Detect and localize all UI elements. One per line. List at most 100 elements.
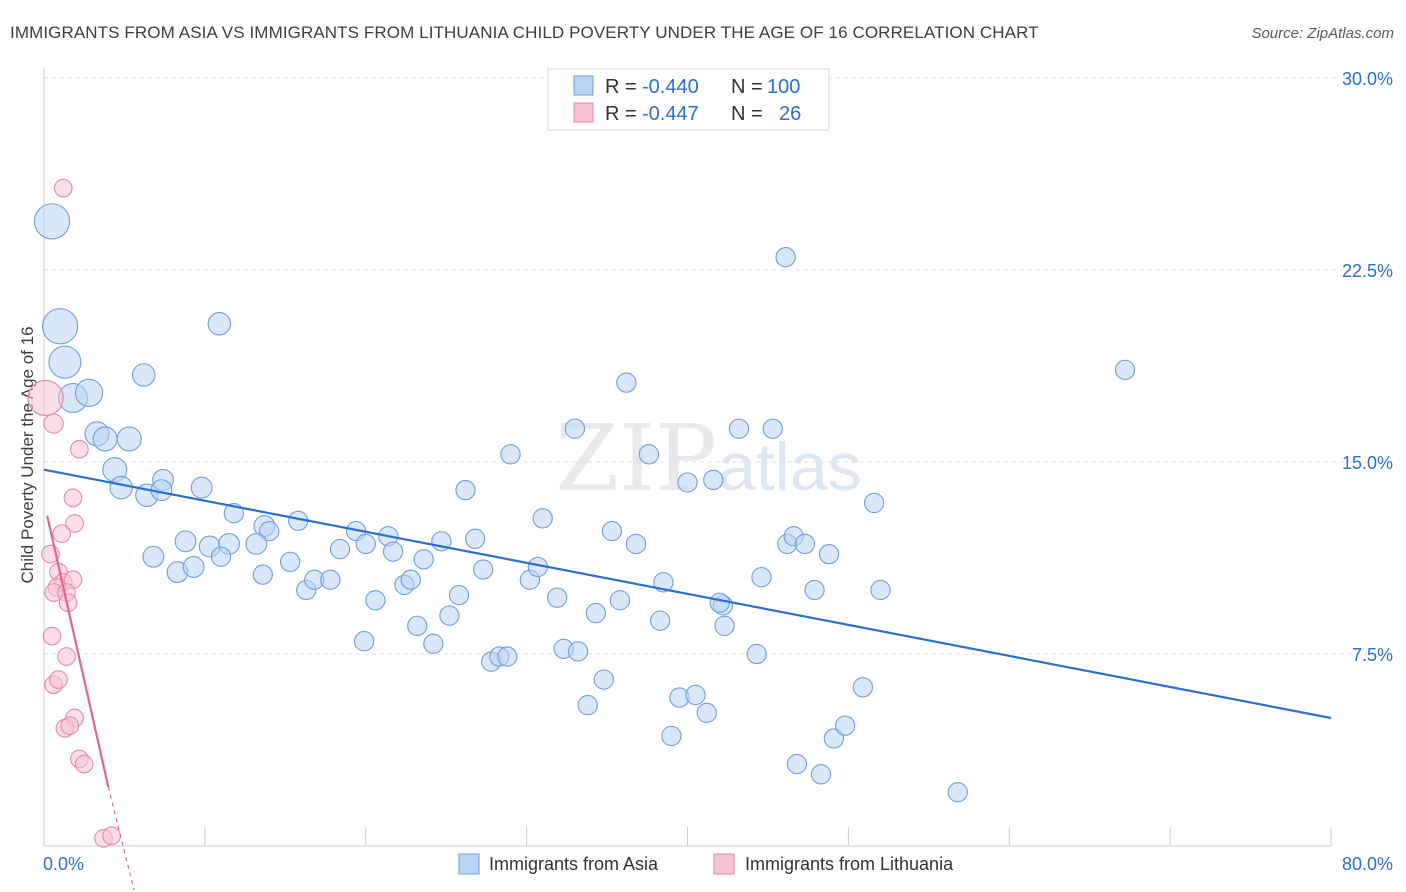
trend-lines bbox=[43, 468, 1332, 891]
lithuania-point bbox=[63, 488, 83, 508]
asia-point bbox=[116, 426, 142, 452]
asia-point bbox=[709, 592, 730, 613]
x-tick-labels: 0.0% 80.0% bbox=[43, 854, 1393, 874]
asia-point bbox=[852, 677, 874, 698]
lithuania-point bbox=[102, 826, 121, 846]
legend-lith-swatch bbox=[713, 853, 735, 875]
asia-point bbox=[92, 426, 118, 452]
asia-point bbox=[762, 418, 783, 439]
asia-point bbox=[448, 584, 470, 606]
asia-point bbox=[810, 764, 832, 785]
asia-point bbox=[532, 508, 553, 529]
asia-point bbox=[423, 633, 444, 654]
lithuania-point bbox=[27, 379, 64, 417]
asia-point bbox=[259, 520, 280, 542]
asia-point bbox=[947, 782, 968, 803]
asia-point bbox=[207, 312, 232, 336]
y-tick-label: 22.5% bbox=[1342, 261, 1393, 281]
series-asia-points bbox=[33, 203, 1136, 803]
lithuania-point bbox=[74, 754, 94, 774]
lithuania-point bbox=[53, 178, 73, 198]
lithuania-trend-line bbox=[46, 515, 110, 788]
lithuania-point bbox=[70, 439, 89, 459]
asia-point bbox=[703, 469, 724, 491]
stats-lith-swatch bbox=[573, 102, 594, 123]
stats-lith-r-value: -0.447 bbox=[642, 103, 699, 125]
asia-point bbox=[601, 520, 623, 542]
stats-legend: R = -0.440 N = 100 R = -0.447 N = 26 bbox=[547, 68, 830, 131]
asia-point bbox=[210, 546, 232, 567]
x-tick-label: 0.0% bbox=[43, 854, 84, 874]
asia-trend-line bbox=[43, 468, 1332, 720]
asia-point bbox=[182, 556, 205, 578]
asia-point bbox=[638, 444, 660, 465]
lithuania-point bbox=[65, 514, 84, 533]
asia-point bbox=[365, 590, 386, 611]
asia-point bbox=[863, 492, 885, 514]
asia-point bbox=[33, 203, 71, 240]
stats-asia-swatch bbox=[573, 75, 594, 96]
asia-point bbox=[320, 569, 341, 590]
y-tick-labels: 7.5% 15.0% 22.5% 30.0% bbox=[1342, 69, 1393, 665]
y-axis-label: Child Poverty Under the Age of 16 bbox=[18, 326, 37, 583]
asia-point bbox=[677, 472, 698, 493]
asia-point bbox=[751, 567, 772, 588]
asia-point bbox=[794, 533, 816, 555]
asia-point bbox=[455, 480, 476, 501]
asia-point bbox=[279, 551, 301, 572]
asia-point bbox=[786, 753, 808, 775]
asia-point bbox=[407, 615, 428, 636]
asia-point bbox=[746, 643, 767, 665]
asia-point bbox=[804, 579, 825, 601]
lithuania-point bbox=[42, 626, 62, 646]
y-tick-label: 30.0% bbox=[1342, 69, 1393, 89]
x-tick-label: 80.0% bbox=[1342, 854, 1393, 874]
asia-point bbox=[625, 533, 647, 555]
series-lithuania-points bbox=[27, 178, 121, 848]
asia-point bbox=[653, 572, 674, 593]
watermark-atlas: atlas bbox=[718, 429, 862, 505]
asia-point bbox=[775, 247, 796, 268]
watermark: ZIP atlas bbox=[555, 405, 862, 512]
asia-point bbox=[728, 418, 750, 439]
asia-point bbox=[818, 544, 840, 565]
asia-point bbox=[174, 530, 197, 553]
x-ticks bbox=[204, 827, 1332, 846]
asia-point bbox=[585, 602, 606, 624]
asia-point bbox=[609, 590, 631, 611]
legend-asia-swatch bbox=[458, 853, 480, 875]
y-tick-label: 15.0% bbox=[1342, 453, 1393, 473]
lithuania-point bbox=[60, 716, 80, 736]
asia-point bbox=[223, 503, 244, 524]
asia-point bbox=[74, 378, 104, 408]
asia-point bbox=[382, 541, 404, 562]
asia-point bbox=[413, 549, 434, 570]
asia-point bbox=[353, 631, 375, 652]
lithuania-point bbox=[52, 524, 72, 544]
stats-lith-n-value: 26 bbox=[779, 103, 801, 125]
asia-point bbox=[190, 476, 213, 499]
asia-point bbox=[131, 363, 156, 387]
stats-asia-n-label: N = bbox=[731, 76, 763, 98]
series-legend: Immigrants from Asia Immigrants from Lit… bbox=[458, 853, 954, 875]
asia-point bbox=[400, 569, 421, 590]
gridlines bbox=[44, 77, 1393, 655]
asia-point bbox=[245, 532, 268, 555]
asia-point bbox=[661, 725, 682, 747]
stats-lith-n-label: N = bbox=[731, 103, 763, 125]
asia-point bbox=[870, 579, 891, 601]
asia-point bbox=[593, 669, 614, 690]
asia-point bbox=[714, 615, 735, 636]
asia-point bbox=[473, 559, 494, 580]
asia-point bbox=[616, 372, 637, 393]
lithuania-trend-extension bbox=[107, 786, 135, 891]
asia-point bbox=[497, 646, 518, 667]
asia-point bbox=[500, 444, 521, 465]
asia-point bbox=[685, 684, 706, 706]
legend-asia-label: Immigrants from Asia bbox=[489, 854, 659, 874]
asia-point bbox=[696, 702, 717, 724]
stats-legend-frame bbox=[547, 68, 830, 131]
asia-point bbox=[823, 728, 845, 749]
stats-asia-r-label: R = bbox=[605, 76, 637, 98]
asia-point bbox=[1114, 359, 1136, 380]
